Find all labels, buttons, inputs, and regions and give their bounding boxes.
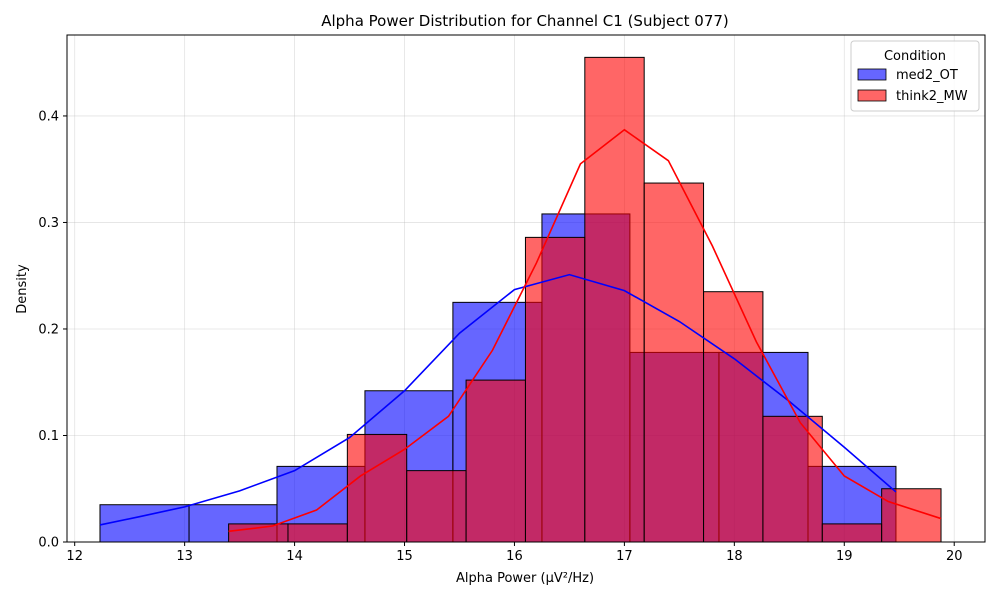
chart-title: Alpha Power Distribution for Channel C1 … xyxy=(321,12,729,30)
plot-frame xyxy=(66,34,986,543)
x-tick-label: 18 xyxy=(726,549,743,564)
bar-think2-mw xyxy=(643,182,705,543)
x-tick-label: 17 xyxy=(616,549,633,564)
kde-curves xyxy=(99,128,942,533)
bar-med2-ot xyxy=(99,504,190,543)
x-tick-label: 15 xyxy=(396,549,413,564)
x-tick-label: 12 xyxy=(66,549,83,564)
y-tick-label: 0.1 xyxy=(38,429,59,444)
bar-think2-mw xyxy=(228,523,289,543)
y-tick-label: 0.2 xyxy=(38,322,59,337)
x-axis-ticks: 12 13 14 15 16 17 18 19 20 xyxy=(66,542,962,564)
bar-think2-mw xyxy=(703,291,764,543)
series-think2-mw-bars xyxy=(228,56,942,543)
x-tick-label: 13 xyxy=(176,549,193,564)
x-tick-label: 20 xyxy=(946,549,963,564)
legend-swatch-think2-mw xyxy=(857,89,887,102)
bar-think2-mw xyxy=(821,523,883,543)
x-tick-label: 16 xyxy=(506,549,523,564)
legend-swatch-med2-ot xyxy=(857,68,887,81)
legend-label-think2-mw: think2_MW xyxy=(896,89,968,104)
bar-think2-mw xyxy=(465,379,526,543)
x-tick-label: 19 xyxy=(836,549,853,564)
bar-think2-mw xyxy=(406,470,467,543)
kde-line-med2-ot xyxy=(99,273,897,526)
y-tick-label: 0.0 xyxy=(38,536,59,551)
bar-think2-mw xyxy=(346,433,408,543)
y-tick-label: 0.3 xyxy=(38,216,59,231)
bar-think2-mw xyxy=(584,56,645,543)
y-tick-label: 0.4 xyxy=(38,109,59,124)
bar-think2-mw xyxy=(762,415,823,543)
bar-think2-mw xyxy=(287,523,348,543)
legend-label-med2-ot: med2_OT xyxy=(896,68,958,83)
y-axis-ticks: 0.0 0.1 0.2 0.3 0.4 xyxy=(38,109,67,551)
bar-think2-mw xyxy=(524,236,586,543)
y-axis-title: Density xyxy=(15,264,30,314)
histogram-bars xyxy=(99,56,942,543)
legend: Condition med2_OT think2_MW xyxy=(850,40,980,112)
kde-line-think2-mw xyxy=(228,128,942,533)
x-tick-label: 14 xyxy=(286,549,303,564)
legend-title: Condition xyxy=(884,49,946,64)
x-axis-title: Alpha Power (µV²/Hz) xyxy=(456,571,594,586)
